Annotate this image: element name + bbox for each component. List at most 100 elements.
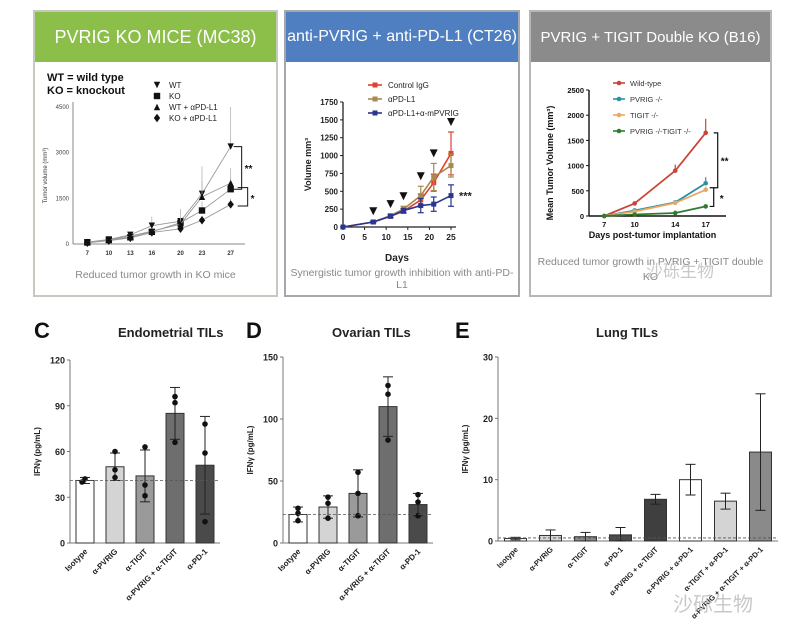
x-tick-label: Isotype [276,547,303,574]
x-tick-label: 10 [630,220,638,229]
data-point [202,518,208,525]
panel-header: PVRIG KO MICE (MC38) [35,12,276,62]
y-tick-label: 250 [325,205,339,214]
data-point [148,228,156,237]
data-point [198,216,206,225]
dosing-arrow [399,192,408,201]
note-ko: KO = knockout [47,85,125,97]
data-point [198,193,206,201]
y-tick-label: 0 [273,539,278,549]
data-point [431,201,437,207]
legend-marker [372,96,378,102]
data-point [448,150,454,156]
y-axis-label: IFNγ (pg/mL) [33,427,42,476]
y-tick-label: 1500 [320,116,338,125]
x-tick-label: 15 [403,232,413,242]
y-tick-label: 60 [55,447,65,457]
legend-note: WT = wild type KO = knockout [47,72,125,98]
legend-label: PVRIG -/- [630,95,663,104]
x-tick-label: 25 [446,232,456,242]
x-axis-label: Days post-tumor implantation [589,230,717,240]
data-point [431,174,437,180]
data-point [142,444,148,450]
legend-marker [153,103,161,111]
data-point [325,515,331,521]
data-point [703,204,709,209]
data-point [325,494,331,500]
watermark: 沙砾生物 [646,262,714,282]
y-tick-label: 100 [263,415,278,425]
data-point [388,213,394,219]
data-point [127,233,134,243]
data-point [703,180,709,186]
bar [75,479,95,544]
legend-label: KO + αPD-L1 [169,114,218,123]
chart-title-endometrial: Endometrial TILs [118,325,224,340]
x-tick-label: α-PD-1 [601,545,624,568]
data-point [172,439,178,446]
data-point [418,203,424,209]
x-tick-label: α-PD-1 [398,547,423,572]
data-point [172,393,178,400]
x-tick-label: Isotype [63,547,90,574]
panel-anti-pvrig-ct26: anti-PVRIG + anti-PD-L1 (CT26) 0 250 500 75… [284,10,520,297]
y-tick-label: 1750 [320,98,338,107]
x-tick-label: α-PVRIG [303,547,332,576]
bar [644,498,667,542]
data-point [142,492,148,499]
y-tick-label: 30 [483,353,493,363]
data-point [385,382,391,389]
y-tick-label: 20 [483,414,493,424]
data-point [703,187,709,193]
data-point [340,224,346,230]
y-tick-label: 3000 [56,151,70,157]
x-tick-label: α-PD-1 [185,547,210,572]
x-tick-label: 23 [199,251,206,257]
data-point [672,200,678,206]
y-axis-label: IFNγ (pg/mL) [246,425,255,474]
y-tick-label: 0 [580,212,584,221]
legend-marker [372,110,378,116]
data-point [295,505,301,512]
legend-label: PVRIG -/-TIGIT -/- [630,127,691,136]
y-tick-label: 1500 [567,136,584,145]
y-tick-label: 2500 [567,86,584,95]
legend-marker [153,113,161,123]
data-point [177,224,184,233]
x-tick-label: 20 [425,232,435,242]
data-point [415,491,421,498]
data-point [198,207,206,214]
data-point [325,500,331,507]
data-point [385,437,391,443]
dosing-arrow [447,118,455,126]
data-point [415,499,421,505]
x-tick-label: 13 [127,251,134,257]
legend-label: TIGIT -/- [630,111,659,120]
data-point [355,512,361,519]
y-axis-label: Mean Tumor Volume (mm³) [545,106,555,221]
caption: Reduced tumor growth in KO mice [75,269,236,281]
x-tick-label: 14 [671,220,680,229]
significance-bracket [713,132,719,189]
series-line [87,146,232,243]
significance-label: * [251,194,255,205]
significance-label: *** [459,191,473,203]
y-axis-label: Volume mm³ [303,138,313,191]
data-point [601,213,607,219]
x-tick-label: 10 [105,251,112,257]
y-tick-label: 10 [483,475,493,485]
data-point [227,143,234,150]
chart-ovarian: 0 50 100 150 IFNγ (pg/mL) Isotype α-PVRIG α-TIG… [246,353,433,603]
legend-label: WT [169,81,182,90]
data-point [400,208,406,214]
data-point [202,450,208,456]
panel-header: anti-PVRIG + anti-PD-L1 (CT26) [286,12,518,62]
data-point [355,490,361,497]
panel-letter-d: D [246,318,262,343]
data-point [112,474,118,481]
data-point [385,391,391,397]
data-point [703,130,709,136]
x-tick-label: 10 [381,232,391,242]
chart-title-lung: Lung TILs [596,325,659,340]
